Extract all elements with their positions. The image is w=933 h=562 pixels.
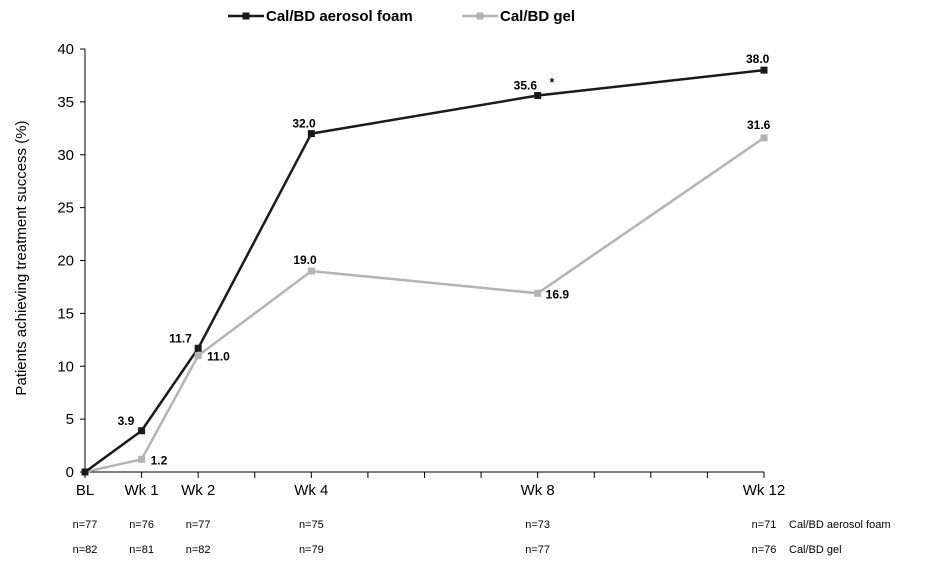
data-point (760, 134, 768, 142)
legend-label-1: Cal/BD gel (500, 8, 575, 25)
y-tick-label: 25 (57, 200, 74, 217)
data-label: 19.0 (293, 253, 317, 267)
data-labels: 3.9 11.7 32.0 35.6 38.0 * 1.2 11.0 19.0 16.9 31.6 (118, 52, 771, 467)
legend-marker-0 (242, 12, 250, 20)
y-tick-label: 30 (57, 147, 74, 164)
legend-marker-1 (476, 12, 484, 20)
x-tick-label: Wk 8 (521, 482, 555, 499)
data-point (194, 352, 202, 360)
n-count: n=82 (73, 544, 98, 556)
data-label: 31.6 (747, 118, 771, 132)
data-points (81, 66, 768, 476)
x-tick-label: Wk 2 (181, 482, 215, 499)
significance-marker: * (550, 76, 555, 90)
y-tick-label: 5 (66, 411, 74, 428)
n-count: n=79 (299, 544, 324, 556)
n-count: n=73 (525, 519, 550, 531)
n-count: n=77 (186, 519, 211, 531)
data-point (138, 427, 146, 435)
n-row-label: Cal/BD gel (789, 544, 842, 556)
data-point (138, 455, 146, 463)
x-tick-label: Wk 12 (743, 482, 786, 499)
data-point (534, 92, 542, 100)
data-label: 11.7 (169, 331, 192, 345)
data-label: 11.0 (207, 350, 230, 364)
legend: Cal/BD aerosol foam Cal/BD gel (228, 8, 575, 25)
data-point (760, 66, 768, 74)
y-tick-label: 20 (57, 253, 74, 270)
y-tick-label: 35 (57, 94, 74, 111)
n-count: n=77 (73, 519, 98, 531)
n-row-label: Cal/BD aerosol foam (789, 519, 891, 531)
y-tick-label: 10 (57, 358, 74, 375)
series-line-1 (84, 136, 765, 474)
data-point (534, 289, 542, 297)
data-point (307, 267, 315, 275)
n-count: n=76 (129, 519, 154, 531)
data-label: 35.6 (514, 79, 538, 93)
n-count: n=71 (752, 519, 777, 531)
n-count: n=75 (299, 519, 324, 531)
x-tick-label: Wk 1 (124, 482, 158, 499)
y-tick-label: 0 (66, 464, 74, 481)
data-label: 32.0 (292, 117, 316, 131)
n-count: n=77 (525, 544, 550, 556)
data-point (194, 344, 202, 352)
legend-label-0: Cal/BD aerosol foam (266, 8, 413, 25)
data-label: 16.9 (546, 287, 570, 301)
sample-size-table: n=77 n=76 n=77 n=75 n=73 n=71 Cal/BD aerosol f… (73, 519, 891, 556)
series-line-0 (84, 68, 765, 474)
y-tick-label: 15 (57, 305, 74, 322)
data-point (81, 468, 89, 476)
data-label: 1.2 (151, 453, 168, 467)
data-label: 38.0 (746, 52, 770, 66)
y-axis-title: Patients achieving treatment success (%) (13, 120, 30, 395)
data-label: 3.9 (118, 414, 135, 428)
data-point (307, 130, 315, 138)
series-lines (84, 68, 765, 474)
y-tick-label: 40 (57, 41, 74, 58)
n-count: n=81 (129, 544, 154, 556)
x-tick-label: Wk 4 (294, 482, 328, 499)
n-count: n=76 (752, 544, 777, 556)
axes: 0 5 10 15 20 25 30 35 40 BL Wk 1 Wk 2 Wk 4 Wk 8 Wk 12 (57, 41, 785, 499)
x-tick-label: BL (76, 482, 94, 499)
n-count: n=82 (186, 544, 211, 556)
